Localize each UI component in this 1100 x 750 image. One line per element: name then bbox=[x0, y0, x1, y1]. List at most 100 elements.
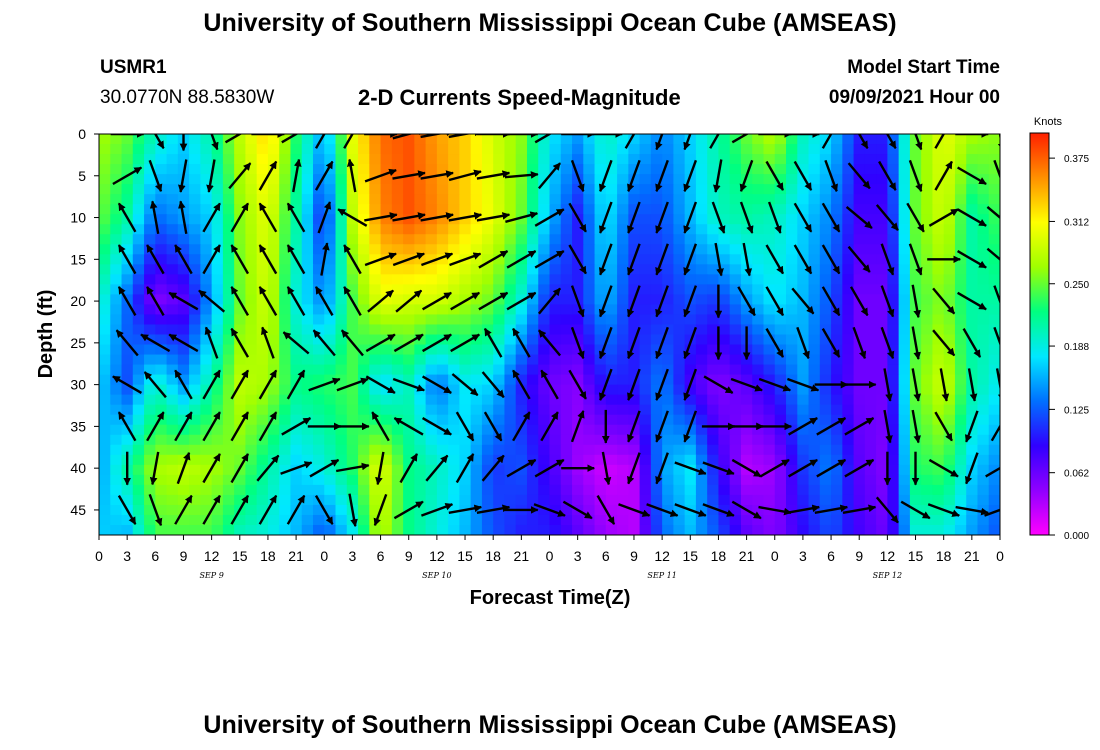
heat-cell bbox=[909, 434, 922, 446]
heat-cell bbox=[707, 224, 720, 235]
heat-cell bbox=[650, 204, 663, 215]
heat-cell bbox=[594, 174, 607, 185]
heat-cell bbox=[988, 514, 1000, 526]
heat-cell bbox=[459, 304, 472, 316]
heat-cell bbox=[526, 354, 539, 366]
heat-cell bbox=[831, 244, 843, 255]
heat-cell bbox=[819, 254, 832, 265]
heat-cell bbox=[526, 274, 539, 285]
heat-cell bbox=[988, 294, 1000, 306]
heat-cell bbox=[324, 234, 337, 245]
heat-cell bbox=[617, 514, 629, 526]
heat-cell bbox=[662, 484, 674, 496]
heat-cell bbox=[515, 474, 528, 486]
heat-cell bbox=[234, 434, 247, 446]
heat-cell bbox=[797, 274, 810, 285]
heat-cell bbox=[876, 164, 888, 175]
heat-cell bbox=[448, 134, 460, 145]
heat-cell bbox=[436, 204, 449, 215]
heat-cell bbox=[774, 424, 787, 436]
heat-cell bbox=[549, 504, 562, 516]
heat-cell bbox=[695, 314, 708, 326]
heat-cell bbox=[695, 144, 708, 155]
heat-cell bbox=[301, 274, 314, 285]
heat-cell bbox=[279, 274, 292, 285]
heat-cell bbox=[211, 444, 224, 456]
y-tick-label: 25 bbox=[70, 335, 86, 351]
heat-cell bbox=[279, 484, 292, 496]
current-vector bbox=[420, 212, 454, 222]
heat-cell bbox=[234, 454, 247, 466]
heat-cell bbox=[324, 244, 337, 255]
heat-cell bbox=[786, 314, 798, 326]
heat-cell bbox=[729, 444, 742, 456]
heat-cell bbox=[729, 404, 742, 416]
heat-cell bbox=[279, 394, 292, 406]
heat-cell bbox=[211, 284, 224, 295]
heat-cell bbox=[977, 294, 990, 306]
current-vector bbox=[449, 252, 482, 267]
heat-cell bbox=[560, 364, 573, 376]
heat-cell bbox=[797, 344, 810, 356]
heat-cell bbox=[324, 354, 337, 366]
heat-cell bbox=[301, 484, 314, 496]
heat-cell bbox=[887, 214, 900, 225]
current-vector bbox=[230, 411, 250, 442]
current-vector bbox=[286, 202, 306, 233]
current-vector bbox=[601, 451, 612, 486]
heat-cell bbox=[189, 164, 201, 175]
heat-cell bbox=[414, 224, 427, 235]
heat-cell bbox=[200, 194, 213, 205]
heat-cell bbox=[977, 434, 990, 446]
current-vector bbox=[371, 411, 390, 442]
heat-cell bbox=[808, 234, 821, 245]
heat-cell bbox=[166, 254, 179, 265]
heat-cell bbox=[752, 204, 765, 215]
heat-cell bbox=[279, 404, 292, 416]
heat-cell bbox=[380, 524, 393, 535]
heat-cell bbox=[121, 164, 134, 175]
current-vector bbox=[202, 411, 221, 442]
heat-cell bbox=[211, 294, 224, 306]
y-tick-label: 40 bbox=[70, 460, 86, 476]
heat-cell bbox=[921, 494, 934, 506]
heat-cell bbox=[752, 304, 765, 316]
heat-cell bbox=[876, 254, 888, 265]
heat-cell bbox=[504, 274, 517, 285]
heat-cell bbox=[144, 274, 156, 285]
heat-cell bbox=[650, 244, 663, 255]
heat-cell bbox=[718, 394, 731, 406]
heat-cell bbox=[267, 424, 280, 436]
heat-cell bbox=[988, 474, 1000, 486]
heat-cell bbox=[707, 214, 720, 225]
heat-cell bbox=[853, 484, 866, 496]
current-vector bbox=[348, 493, 358, 527]
heat-cell bbox=[200, 214, 213, 225]
heat-cell bbox=[673, 344, 686, 356]
heat-cell bbox=[425, 484, 438, 496]
heat-cell bbox=[155, 424, 168, 436]
heat-cell bbox=[144, 384, 156, 396]
heat-cell bbox=[312, 144, 325, 155]
heat-cell bbox=[380, 204, 393, 215]
heat-cell bbox=[380, 474, 393, 486]
heat-cell bbox=[470, 244, 483, 255]
current-vector bbox=[335, 462, 370, 473]
heat-cell bbox=[369, 304, 382, 316]
heat-cell bbox=[144, 394, 156, 406]
heat-cell bbox=[166, 284, 179, 295]
heat-cell bbox=[481, 364, 494, 376]
heat-cell bbox=[943, 374, 956, 386]
heat-cell bbox=[245, 134, 258, 145]
current-vector bbox=[857, 134, 869, 149]
heat-cell bbox=[391, 204, 404, 215]
heat-cell bbox=[121, 394, 134, 406]
heat-cell bbox=[617, 154, 629, 165]
heat-cell bbox=[403, 394, 415, 406]
heat-cell bbox=[605, 294, 618, 306]
heat-cell bbox=[673, 224, 686, 235]
heat-cell bbox=[301, 184, 314, 195]
heat-cell bbox=[673, 284, 686, 295]
x-tick-label: 18 bbox=[711, 548, 727, 564]
heat-cell bbox=[898, 324, 911, 336]
